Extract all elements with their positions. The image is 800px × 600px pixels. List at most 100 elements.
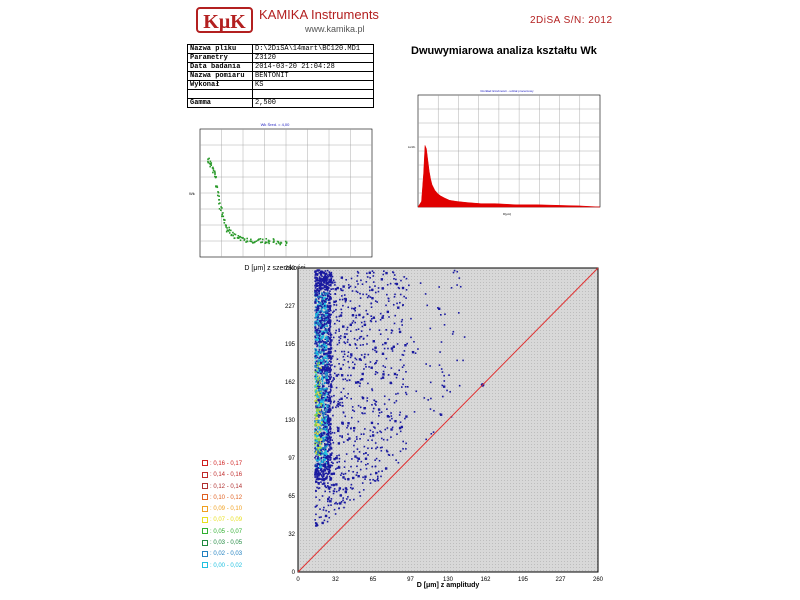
chart3-point — [342, 499, 344, 502]
company-website: www.kamika.pl — [305, 24, 365, 34]
chart3-point — [315, 348, 318, 351]
chart3-point — [316, 322, 319, 326]
chart3-point — [323, 404, 325, 407]
chart3-point — [330, 336, 332, 338]
chart3-point — [392, 345, 395, 348]
chart3-point — [343, 441, 345, 443]
chart3-point — [323, 399, 325, 401]
chart3-point — [330, 498, 333, 500]
chart3-point — [344, 333, 346, 335]
chart3-point — [324, 392, 326, 395]
chart3-point — [327, 306, 330, 308]
chart3-point — [316, 356, 319, 359]
chart3-point — [401, 324, 403, 326]
chart3-point — [324, 403, 327, 406]
chart3-point — [328, 315, 331, 317]
chart3-point — [316, 316, 320, 319]
chart3-point — [405, 442, 407, 445]
chart3-point — [384, 467, 388, 470]
chart3-point — [356, 448, 359, 450]
chart3-point — [324, 439, 327, 441]
chart3-point — [391, 271, 394, 273]
chart3-point — [316, 380, 318, 383]
chart3-point — [322, 463, 325, 466]
chart2-title: Rozkład liczebności - udział procentowy — [480, 89, 534, 93]
chart3-point — [320, 435, 323, 438]
chart3-point — [323, 426, 325, 429]
chart3-point — [317, 341, 320, 343]
chart3-point — [325, 445, 328, 448]
chart3-point — [318, 337, 320, 339]
chart3-point — [432, 431, 435, 433]
chart3-point — [322, 294, 325, 297]
chart3-point — [314, 317, 316, 319]
chart3-point — [330, 383, 332, 385]
chart3-point — [451, 333, 454, 335]
chart3-point — [315, 496, 317, 498]
chart1-point — [240, 236, 243, 239]
chart3-point — [403, 276, 405, 278]
chart3-point — [326, 289, 329, 292]
chart3-point — [346, 341, 349, 343]
chart3-point — [314, 435, 316, 437]
chart3-point — [419, 282, 422, 284]
chart3-point — [314, 272, 318, 276]
chart3-point — [346, 397, 348, 399]
chart3-point — [367, 447, 369, 450]
chart3-point — [320, 404, 323, 407]
chart3-point — [317, 487, 320, 490]
chart3-point — [323, 323, 326, 326]
chart3-point — [332, 379, 334, 382]
chart1-point — [221, 207, 223, 209]
chart3-point — [382, 314, 384, 317]
chart3-point — [327, 335, 329, 338]
chart3-point — [318, 474, 320, 477]
chart3-point — [353, 426, 356, 430]
chart1-point — [258, 238, 260, 241]
chart3-point — [327, 471, 330, 473]
chart3-point — [321, 339, 324, 342]
chart3-point — [321, 376, 323, 379]
chart3-point — [335, 386, 338, 389]
chart3-point — [321, 284, 323, 287]
chart3-point — [401, 386, 403, 388]
chart3-point — [315, 270, 317, 272]
chart3-point — [328, 391, 330, 394]
chart3-point — [319, 351, 322, 353]
chart3-point — [357, 460, 359, 462]
chart3-point — [321, 359, 324, 362]
chart1-point — [253, 241, 256, 244]
chart3-point — [316, 458, 318, 461]
chart3-point — [321, 371, 324, 373]
chart3-point — [322, 475, 325, 478]
legend-swatch — [202, 471, 208, 478]
chart3-point — [344, 378, 347, 380]
chart3-point — [314, 471, 316, 474]
chart3-point — [324, 319, 326, 321]
chart3-point — [316, 381, 319, 383]
chart3-point — [335, 300, 337, 303]
chart3-point — [317, 284, 319, 287]
chart3-point — [325, 336, 328, 338]
chart3-point — [329, 439, 331, 442]
chart3-point — [314, 391, 317, 394]
chart3-point — [351, 314, 355, 317]
chart3-point — [402, 448, 404, 450]
chart3-point — [325, 420, 329, 424]
chart3-point — [314, 476, 316, 478]
chart3-point — [325, 433, 328, 436]
chart3-point — [318, 332, 320, 334]
chart3-point — [325, 453, 329, 456]
chart3-point — [375, 404, 377, 406]
chart3-point — [326, 450, 329, 453]
chart3-point — [379, 333, 382, 335]
chart3-point — [328, 343, 331, 346]
chart3-point — [340, 391, 343, 394]
chart3-point — [323, 320, 325, 322]
chart3-point — [324, 276, 327, 278]
chart3-point — [327, 431, 330, 433]
chart3-point — [410, 317, 412, 320]
chart3-point — [321, 325, 323, 328]
chart3-point — [396, 374, 399, 376]
chart3-point — [315, 309, 318, 312]
